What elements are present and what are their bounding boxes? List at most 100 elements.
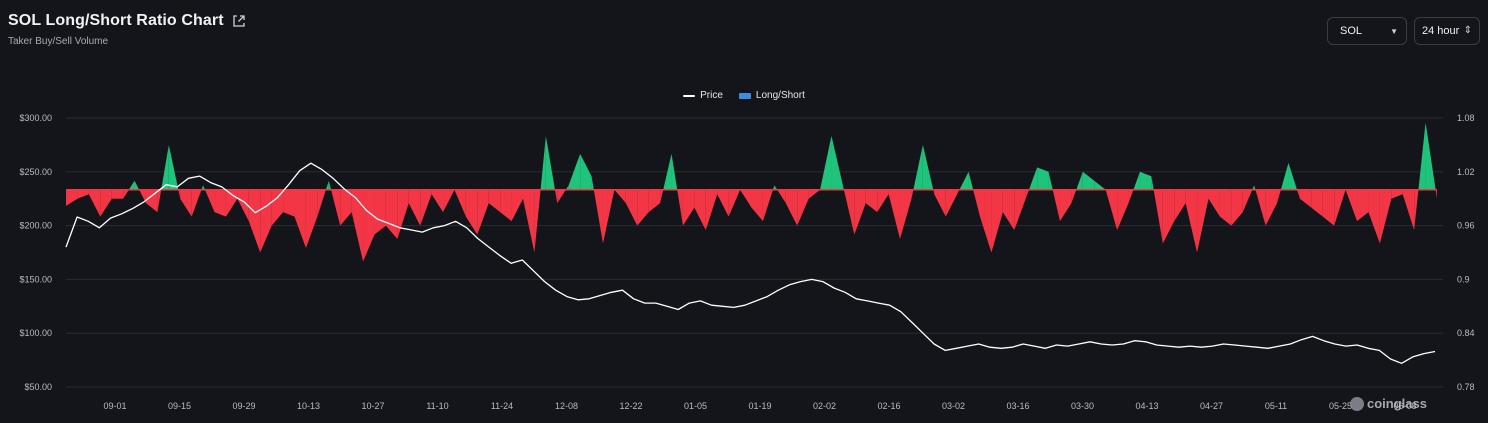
watermark-text: coinglass [1367,396,1427,411]
external-link-icon[interactable] [232,14,246,28]
ratio-segment [728,189,741,217]
x-tick-label: 03-30 [1071,401,1094,411]
y-right-tick-label: 0.78 [1457,382,1475,392]
ratio-segment [1231,189,1243,226]
y-right-tick-label: 1.08 [1457,113,1475,123]
ratio-segment [488,189,501,213]
ratio-segment [420,189,432,226]
ratio-segment [385,189,398,240]
ratio-segment [973,189,980,217]
y-right-tick-label: 0.9 [1457,274,1470,284]
ratio-segment [991,189,1003,253]
price-line [65,162,1436,364]
ratio-segment [1288,162,1298,190]
ratio-segment [168,144,179,190]
ratio-segment [1082,171,1095,190]
ratio-segment [1151,176,1154,190]
ratio-segment [854,189,866,235]
ratio-segment [1002,189,1015,231]
ratio-segment [1368,189,1380,244]
ratio-segment [305,189,318,249]
ratio-segment [705,189,718,231]
ratio-segment [408,189,421,226]
legend-price-label: Price [700,90,723,101]
ratio-segment [913,144,923,190]
price-series [65,162,1436,364]
ratio-segment [134,180,140,190]
chart-legend: Price Long/Short [0,90,1488,101]
ratio-segment [1185,189,1198,253]
ratio-segment [614,189,626,204]
ratio-segment [1094,180,1106,190]
ratio-segment [945,189,958,217]
ratio-segment [774,185,778,190]
ratio-segment [957,189,960,195]
ratio-segment [157,189,162,213]
ratio-segment [777,189,786,204]
ratio-segment [161,144,169,190]
ratio-segment [1037,167,1049,190]
ratio-segment [682,189,695,226]
ratio-segment [625,189,638,226]
ratio-segment [523,189,535,253]
ratio-segment [959,171,969,190]
ratio-segment [565,185,569,190]
ratio-segment [1052,189,1060,222]
ratio-segment [1076,171,1083,190]
legend-item-long-short[interactable]: Long/Short [738,90,805,101]
bar-swatch-icon [738,92,751,99]
ratio-segment [180,189,192,217]
line-swatch-icon [683,94,696,97]
x-tick-label: 03-16 [1006,401,1029,411]
ratio-segment [911,189,914,199]
ratio-segment [808,189,821,199]
x-tick-label: 01-05 [684,401,707,411]
ratio-segment [637,189,649,226]
y-left-tick-label: $50.00 [24,382,52,392]
ratio-segment [1133,171,1140,190]
ratio-segment [1334,189,1346,226]
ratio-segment [740,189,752,208]
coinglass-watermark: coinglass [1350,396,1427,411]
ratio-segment [363,189,375,262]
ratio-segment [374,189,386,235]
ratio-segment [1117,189,1129,231]
ratio-segment [1357,189,1369,222]
ratio-segment [877,189,889,213]
ratio-segment [271,189,284,226]
ratio-segment [1299,189,1312,208]
ratio-segment [191,189,202,217]
ratio-segment [762,189,773,222]
ratio-segment [593,189,603,244]
asset-select-value: SOL [1340,25,1363,37]
x-tick-label: 12-22 [619,401,642,411]
ratio-segment [933,189,935,195]
x-tick-label: 09-01 [103,401,126,411]
interval-select[interactable]: 24 hour ⇕ [1414,17,1480,45]
ratio-segment [328,180,332,190]
ratio-segment [1414,189,1419,231]
ratio-segment [1242,189,1253,213]
ratio-segment [580,153,592,190]
ratio-segment [1391,189,1403,199]
x-tick-label: 11-24 [491,401,513,411]
ratio-segment [237,189,249,222]
ratio-segment [66,189,78,206]
grid-lines [66,117,1443,388]
ratio-segment [88,189,101,217]
ratio-segment [865,189,878,213]
ratio-segment [568,153,581,190]
asset-select[interactable]: SOL ▼ [1327,17,1407,45]
ratio-segment [820,135,832,190]
page-title: SOL Long/Short Ratio Chart [8,12,224,29]
ratio-segment [1071,189,1077,204]
x-tick-label: 06-08 [1393,401,1416,411]
ratio-segment [1174,189,1186,222]
ratio-segment [1425,122,1436,190]
legend-item-price[interactable]: Price [683,90,723,101]
ratio-segment [980,189,992,253]
y-right-tick-label: 0.84 [1457,328,1475,338]
y-left-tick-label: $200.00 [19,221,52,231]
ratio-segment [1048,171,1053,190]
